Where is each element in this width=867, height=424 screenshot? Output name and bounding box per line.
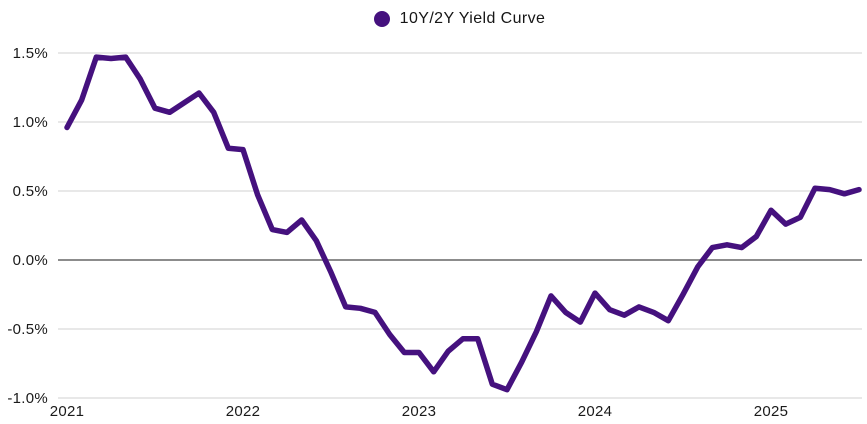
y-tick-label: 1.5%	[13, 45, 48, 62]
y-tick-label: 0.5%	[13, 183, 48, 200]
y-tick-label: 1.0%	[13, 114, 48, 131]
y-tick-label: 0.0%	[13, 252, 48, 269]
y-tick-label: -1.0%	[7, 390, 48, 407]
y-tick-label: -0.5%	[7, 321, 48, 338]
x-tick-label: 2021	[50, 403, 85, 420]
legend-marker-icon	[373, 11, 390, 27]
x-tick-label: 2025	[754, 403, 789, 420]
x-tick-label: 2023	[402, 403, 437, 420]
legend-label: 10Y/2Y Yield Curve	[399, 10, 546, 27]
chart-legend: 10Y/2Y Yield Curve	[58, 6, 861, 32]
x-tick-label: 2022	[226, 403, 261, 420]
yield-curve-line	[64, 54, 862, 393]
x-tick-label: 2024	[578, 403, 613, 420]
